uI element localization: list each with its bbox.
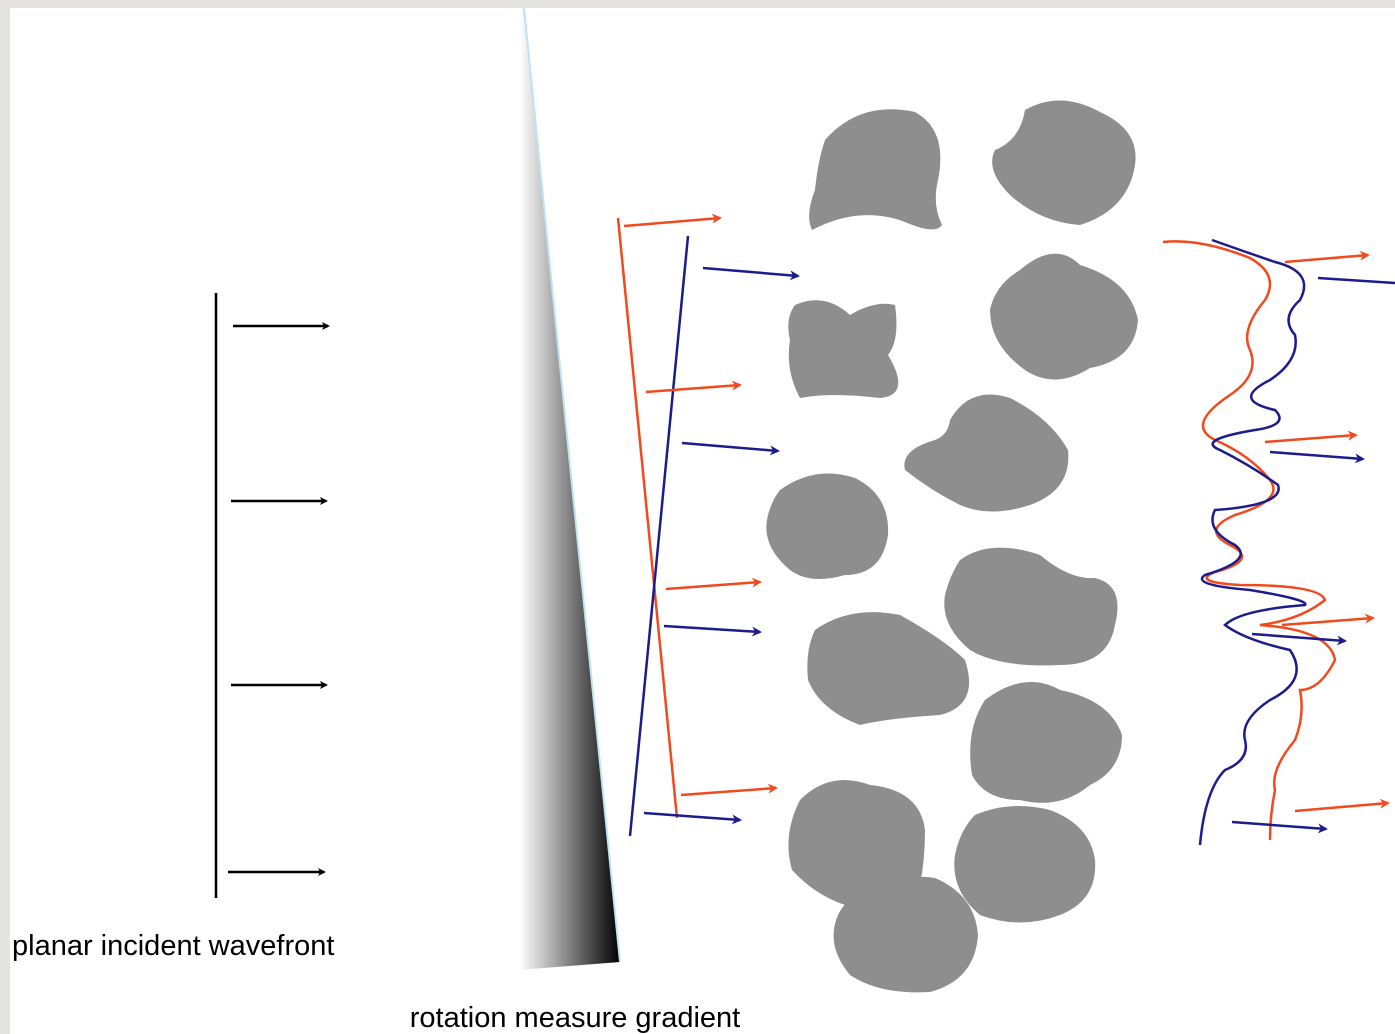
- panel: [10, 8, 1395, 1034]
- gradient-label: rotation measure gradient: [410, 1002, 740, 1034]
- diagram: planar incident wavefront rotation measu…: [0, 0, 1395, 1034]
- wavefront-label: planar incident wavefront: [12, 930, 334, 962]
